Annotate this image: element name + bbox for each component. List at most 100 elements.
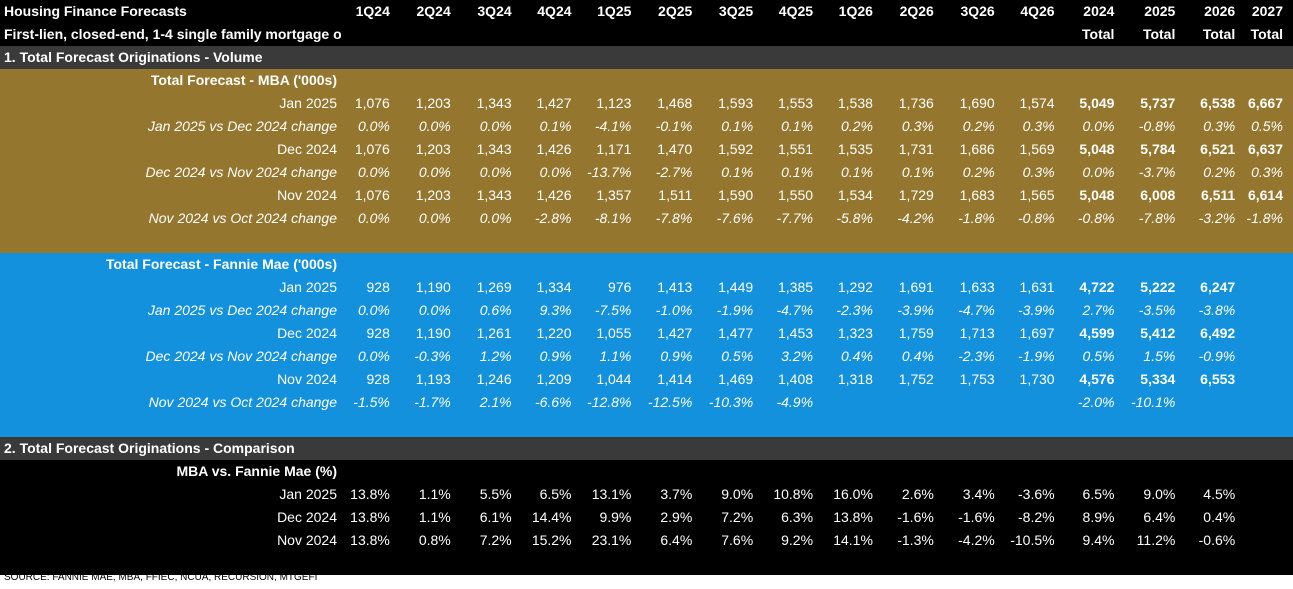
value-cell: -13.7% — [581, 161, 642, 184]
value-cell: 1,752 — [882, 368, 944, 391]
empty-cell — [641, 69, 703, 92]
value-cell: 13.8% — [341, 483, 400, 506]
forecast-row: Jan 2025 928 1,190 1,269 1,334 976 1,413 1,449 1… — [0, 276, 1293, 299]
empty-cell — [943, 460, 1005, 483]
empty-cell — [1124, 460, 1186, 483]
value-cell: 1,343 — [460, 184, 522, 207]
empty-cell — [1185, 253, 1246, 276]
column-header: 3Q25 — [702, 0, 764, 23]
total-label: Total — [1185, 23, 1246, 46]
value-cell: 1,449 — [702, 276, 764, 299]
column-header: 2Q25 — [641, 0, 703, 23]
value-cell: 5,048 — [1064, 184, 1125, 207]
value-cell: 5,222 — [1124, 276, 1186, 299]
value-cell: -2.7% — [641, 161, 703, 184]
value-cell: 9.0% — [702, 483, 764, 506]
value-cell: 0.8% — [399, 529, 461, 552]
value-cell: 1,535 — [823, 138, 883, 161]
value-cell: 0.1% — [823, 161, 883, 184]
value-cell: 9.3% — [521, 299, 582, 322]
value-cell: 1,683 — [943, 184, 1005, 207]
empty-cell — [823, 230, 883, 253]
empty-cell — [702, 552, 764, 575]
empty-cell — [823, 23, 883, 46]
empty-cell — [341, 414, 400, 437]
value-cell: 1,385 — [763, 276, 824, 299]
value-cell: 1.2% — [460, 345, 522, 368]
empty-cell — [763, 23, 824, 46]
value-cell: 1.1% — [399, 506, 461, 529]
value-cell: 0.0% — [341, 115, 400, 138]
empty-cell — [943, 552, 1005, 575]
value-cell: 1,593 — [702, 92, 764, 115]
value-cell: 0.1% — [763, 161, 824, 184]
column-header: 4Q24 — [521, 0, 582, 23]
empty-cell — [1004, 230, 1065, 253]
value-cell: 1,453 — [763, 322, 824, 345]
value-cell — [1004, 391, 1065, 414]
empty-cell — [882, 414, 944, 437]
empty-cell — [1245, 69, 1293, 92]
block-header-row: Total Forecast - Fannie Mae ('000s) — [0, 253, 1293, 276]
value-cell: 0.0% — [341, 299, 400, 322]
value-cell: 6,008 — [1124, 184, 1186, 207]
change-row: Jan 2025 vs Dec 2024 change 0.0% 0.0% 0.0% 0… — [0, 115, 1293, 138]
value-cell: 1,408 — [763, 368, 824, 391]
value-cell: 0.2% — [1185, 161, 1246, 184]
value-cell: -7.6% — [702, 207, 764, 230]
empty-cell — [1004, 414, 1065, 437]
value-cell: 0.0% — [460, 115, 522, 138]
value-cell: 2.9% — [641, 506, 703, 529]
value-cell: 0.2% — [943, 161, 1005, 184]
value-cell: 13.1% — [581, 483, 642, 506]
empty-cell — [702, 69, 764, 92]
value-cell: 1,631 — [1004, 276, 1065, 299]
empty-cell — [702, 230, 764, 253]
value-cell: 1,343 — [460, 92, 522, 115]
value-cell: 1,551 — [763, 138, 824, 161]
empty-cell — [882, 460, 944, 483]
empty-cell — [882, 552, 944, 575]
column-header: 2025 — [1124, 0, 1186, 23]
empty-cell — [0, 552, 341, 575]
value-cell — [1245, 506, 1293, 529]
value-cell: -8.1% — [581, 207, 642, 230]
value-cell: 6,553 — [1185, 368, 1246, 391]
value-cell: -7.8% — [641, 207, 703, 230]
total-label: Total — [1124, 23, 1186, 46]
row-label: Jan 2025 — [0, 92, 341, 115]
value-cell: 0.4% — [823, 345, 883, 368]
value-cell: 11.2% — [1124, 529, 1186, 552]
value-cell: 0.3% — [1245, 161, 1293, 184]
value-cell: 1,193 — [399, 368, 461, 391]
empty-cell — [399, 414, 461, 437]
value-cell: -3.5% — [1124, 299, 1186, 322]
value-cell: 1,171 — [581, 138, 642, 161]
value-cell: 1,123 — [581, 92, 642, 115]
value-cell: -4.2% — [943, 529, 1005, 552]
value-cell: 6.4% — [1124, 506, 1186, 529]
empty-cell — [1124, 69, 1186, 92]
value-cell: -7.7% — [763, 207, 824, 230]
value-cell: 2.1% — [460, 391, 522, 414]
empty-cell — [0, 230, 341, 253]
value-cell: 6,511 — [1185, 184, 1246, 207]
value-cell: 1,076 — [341, 92, 400, 115]
value-cell: 1,468 — [641, 92, 703, 115]
value-cell: 5,784 — [1124, 138, 1186, 161]
value-cell: 6.3% — [763, 506, 824, 529]
value-cell: 0.4% — [882, 345, 944, 368]
value-cell: -1.6% — [882, 506, 944, 529]
value-cell — [1245, 529, 1293, 552]
section-title: 2. Total Forecast Originations - Compari… — [0, 437, 1293, 460]
value-cell: 0.0% — [460, 207, 522, 230]
value-cell: -3.9% — [882, 299, 944, 322]
value-cell: 6.1% — [460, 506, 522, 529]
value-cell — [882, 391, 944, 414]
value-cell: -6.6% — [521, 391, 582, 414]
empty-cell — [341, 69, 400, 92]
value-cell: 0.0% — [399, 207, 461, 230]
value-cell: 1,477 — [702, 322, 764, 345]
row-label: Jan 2025 vs Dec 2024 change — [0, 115, 341, 138]
value-cell: 1,574 — [1004, 92, 1065, 115]
